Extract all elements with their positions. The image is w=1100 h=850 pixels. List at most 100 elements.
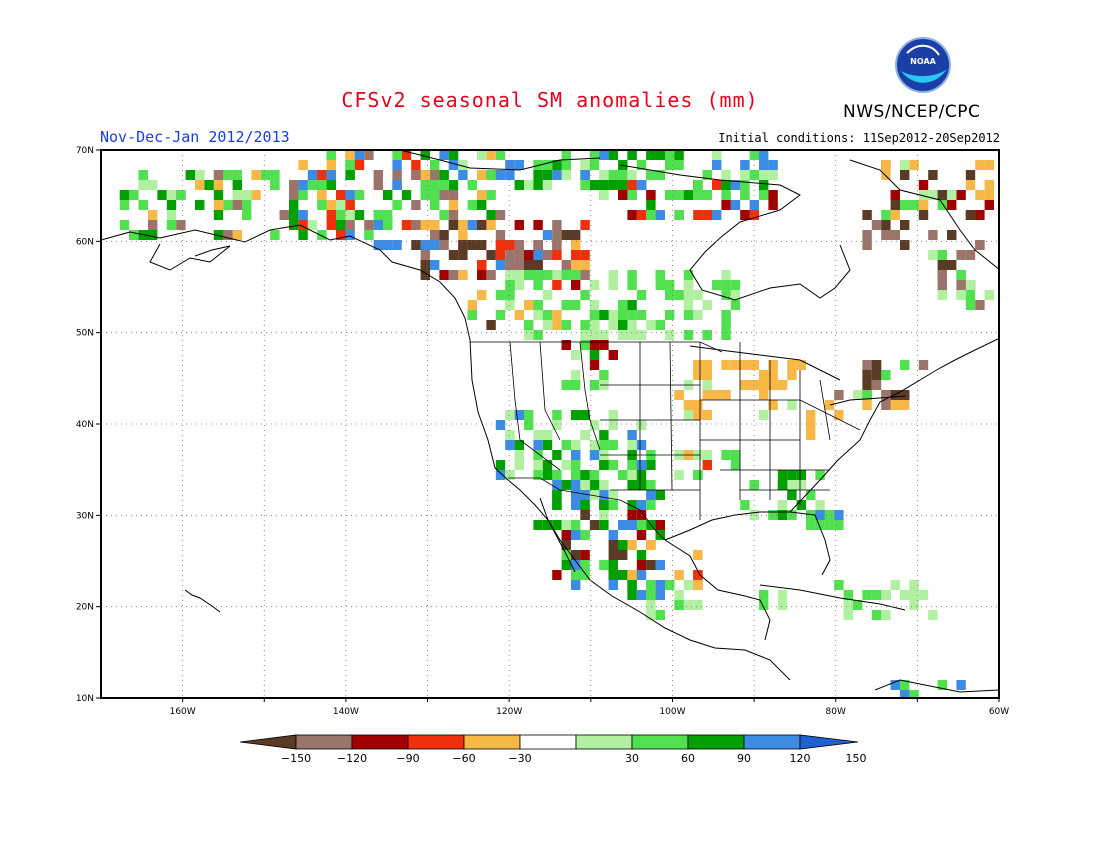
anomaly-cell <box>608 540 618 550</box>
anomaly-cell <box>693 190 703 200</box>
anomaly-cell <box>965 210 976 220</box>
anomaly-cell <box>486 220 496 230</box>
anomaly-cell <box>862 230 872 240</box>
anomaly-cell <box>674 590 684 600</box>
anomaly-cell <box>636 290 647 300</box>
anomaly-cell <box>608 410 618 420</box>
anomaly-cell <box>514 260 524 270</box>
anomaly-cell <box>599 440 609 450</box>
anomaly-cell <box>730 180 741 190</box>
anomaly-cell <box>636 420 647 430</box>
anomaly-cell <box>768 400 778 410</box>
anomaly-cell <box>514 220 524 230</box>
anomaly-cell <box>947 230 957 240</box>
anomaly-cell <box>730 360 741 370</box>
anomaly-cell <box>608 320 618 330</box>
anomaly-cell <box>514 240 524 250</box>
anomaly-cell <box>608 350 618 360</box>
anomaly-cell <box>524 300 534 310</box>
anomaly-cell <box>599 460 609 470</box>
anomaly-cell <box>232 200 242 210</box>
anomaly-cell <box>627 440 637 450</box>
anomaly-cell <box>871 380 882 390</box>
anomaly-cell <box>834 510 844 520</box>
anomaly-cell <box>655 610 665 620</box>
anomaly-cell <box>890 230 900 240</box>
anomaly-cell <box>364 220 374 230</box>
anomaly-cell <box>298 220 308 230</box>
anomaly-cell <box>552 320 562 330</box>
anomaly-cell <box>166 220 177 230</box>
anomaly-cell <box>627 330 637 340</box>
anomaly-cell <box>580 470 590 480</box>
anomaly-cell <box>345 200 355 210</box>
anomaly-cell <box>702 190 712 200</box>
anomaly-cell <box>890 580 900 590</box>
anomaly-cell <box>448 150 459 160</box>
anomaly-cell <box>477 260 487 270</box>
anomaly-cell <box>608 270 618 280</box>
anomaly-cell <box>571 480 581 490</box>
anomaly-cell <box>524 420 534 430</box>
anomaly-cell <box>495 460 506 470</box>
anomaly-cell <box>646 480 656 490</box>
anomaly-cell <box>646 500 656 510</box>
anomaly-cell <box>759 410 769 420</box>
anomaly-cell <box>918 590 929 600</box>
anomaly-cell <box>618 550 628 560</box>
anomaly-cell <box>467 180 477 190</box>
anomaly-cell <box>552 310 562 320</box>
anomaly-cell <box>270 180 280 190</box>
anomaly-cell <box>674 160 684 170</box>
anomaly-cell <box>618 300 628 310</box>
anomaly-cell <box>646 190 656 200</box>
anomaly-cell <box>900 170 910 180</box>
anomaly-cell <box>326 180 336 190</box>
anomaly-cell <box>486 210 496 220</box>
anomaly-cell <box>683 190 694 200</box>
anomaly-cell <box>674 570 684 580</box>
anomaly-cell <box>665 280 675 290</box>
anomaly-cell <box>477 190 487 200</box>
anomaly-cell <box>806 430 816 440</box>
anomaly-cell <box>495 290 506 300</box>
anomaly-cell <box>580 180 590 190</box>
anomaly-cell <box>430 200 440 210</box>
anomaly-cell <box>965 280 976 290</box>
anomaly-cell <box>448 180 459 190</box>
anomaly-cell <box>571 260 581 270</box>
anomaly-cell <box>223 170 233 180</box>
anomaly-cell <box>693 570 703 580</box>
anomaly-cell <box>439 150 449 160</box>
anomaly-cell <box>768 380 778 390</box>
anomaly-cell <box>730 450 741 460</box>
anomaly-cell <box>533 220 543 230</box>
anomaly-cell <box>571 580 581 590</box>
anomaly-cell <box>702 390 712 400</box>
anomaly-cell <box>740 160 750 170</box>
anomaly-cell <box>524 410 534 420</box>
anomaly-cell <box>571 450 581 460</box>
anomaly-cell <box>552 570 562 580</box>
anomaly-cell <box>354 210 365 220</box>
anomaly-cell <box>533 520 543 530</box>
anomaly-cell <box>834 580 844 590</box>
anomaly-cell <box>759 370 769 380</box>
anomaly-cell <box>796 360 806 370</box>
anomaly-cell <box>289 200 299 210</box>
anomaly-cell <box>890 190 900 200</box>
anomaly-cell <box>542 250 553 260</box>
anomaly-cell <box>806 420 816 430</box>
colorbar-arrow-right <box>799 734 859 750</box>
anomaly-cell <box>561 380 571 390</box>
anomaly-cell <box>223 200 233 210</box>
anomaly-cell <box>768 190 778 200</box>
anomaly-cell <box>242 210 252 220</box>
anomaly-cell <box>900 400 910 410</box>
anomaly-cell <box>693 550 703 560</box>
anomaly-cell <box>956 280 966 290</box>
anomaly-cell <box>862 370 872 380</box>
anomaly-cell <box>956 190 966 200</box>
anomaly-cell <box>392 240 402 250</box>
anomaly-cell <box>947 260 957 270</box>
